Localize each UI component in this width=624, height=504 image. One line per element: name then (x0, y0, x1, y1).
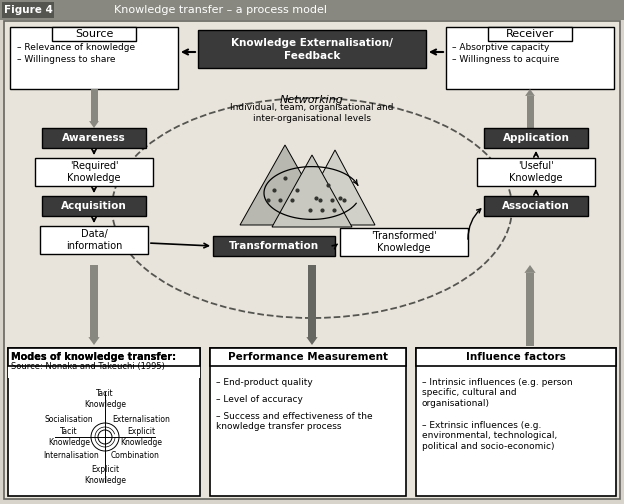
Text: Awareness: Awareness (62, 133, 126, 143)
Bar (308, 265, 316, 338)
Bar (210, 348, 406, 496)
Bar (527, 96, 534, 129)
Bar (2, 2, 54, 18)
Polygon shape (524, 265, 535, 273)
Text: Socialisation: Socialisation (45, 414, 94, 423)
Polygon shape (272, 155, 352, 227)
Text: Application: Application (502, 133, 570, 143)
Text: Internalisation: Internalisation (43, 451, 99, 460)
Text: Transformation: Transformation (229, 241, 319, 251)
Text: – Success and effectiveness of the
knowledge transfer process: – Success and effectiveness of the knowl… (216, 412, 373, 431)
Polygon shape (89, 121, 99, 128)
Bar (340, 228, 468, 256)
Text: Receiver: Receiver (506, 29, 554, 39)
Text: – Level of accuracy: – Level of accuracy (216, 395, 303, 404)
Text: – Absorptive capacity: – Absorptive capacity (452, 43, 549, 52)
Text: Modes of knowledge transfer:: Modes of knowledge transfer: (11, 352, 176, 362)
Bar (210, 348, 406, 366)
Text: Knowledge transfer – a process model: Knowledge transfer – a process model (114, 5, 326, 15)
Text: Source: Source (75, 29, 113, 39)
Bar (484, 128, 588, 148)
Bar (198, 30, 426, 68)
Bar (213, 236, 335, 256)
Bar (416, 348, 616, 366)
Text: Modes of knowledge transfer:: Modes of knowledge transfer: (11, 352, 176, 362)
Bar (35, 158, 153, 186)
Bar (10, 27, 178, 89)
Polygon shape (306, 337, 318, 345)
Bar (8, 348, 200, 378)
Text: Knowledge Externalisation/: Knowledge Externalisation/ (231, 38, 393, 48)
Bar (526, 273, 534, 346)
Text: Performance Measurement: Performance Measurement (228, 352, 388, 362)
Text: Data/
information: Data/ information (66, 229, 122, 251)
Text: – End-product quality: – End-product quality (216, 378, 313, 387)
Polygon shape (525, 89, 535, 96)
Text: 'Transformed'
Knowledge: 'Transformed' Knowledge (371, 231, 437, 253)
Text: Tacit
Knowledge: Tacit Knowledge (48, 427, 90, 447)
Bar (40, 226, 148, 254)
Bar (446, 27, 614, 89)
Polygon shape (89, 337, 100, 345)
Bar (0, 0, 624, 20)
Bar (52, 27, 136, 41)
Text: 'Useful'
Knowledge: 'Useful' Knowledge (509, 161, 563, 183)
Text: Explicit
Knowledge: Explicit Knowledge (120, 427, 162, 447)
Text: Figure 4: Figure 4 (4, 5, 52, 15)
Bar (8, 348, 200, 496)
Text: Feedback: Feedback (284, 51, 340, 61)
Text: – Extrinsic influences (e.g.
environmental, technological,
political and socio-e: – Extrinsic influences (e.g. environment… (422, 421, 557, 451)
Text: – Intrinsic influences (e.g. person
specific, cultural and
organisational): – Intrinsic influences (e.g. person spec… (422, 378, 573, 408)
Text: – Willingness to share: – Willingness to share (17, 55, 115, 65)
Bar (484, 196, 588, 216)
Text: Influence factors: Influence factors (466, 352, 566, 362)
Text: 'Required'
Knowledge: 'Required' Knowledge (67, 161, 121, 183)
Bar (42, 196, 146, 216)
Text: Acquisition: Acquisition (61, 201, 127, 211)
Text: Explicit
Knowledge: Explicit Knowledge (84, 465, 126, 485)
Text: Individual, team, organisational and
inter-organisational levels: Individual, team, organisational and int… (230, 103, 394, 122)
Bar (488, 27, 572, 41)
Polygon shape (240, 145, 330, 225)
Bar (90, 265, 98, 338)
Text: Association: Association (502, 201, 570, 211)
Text: – Relevance of knowledge: – Relevance of knowledge (17, 43, 135, 52)
Bar (8, 348, 200, 366)
Polygon shape (295, 150, 375, 225)
Text: – Willingness to acquire: – Willingness to acquire (452, 55, 559, 65)
Bar (42, 128, 146, 148)
Text: Source: Nonaka and Takeuchi (1995): Source: Nonaka and Takeuchi (1995) (11, 362, 165, 371)
Bar (416, 348, 616, 496)
Bar (90, 89, 97, 122)
Text: Externalisation: Externalisation (112, 414, 170, 423)
Text: Networking: Networking (280, 95, 344, 105)
Text: Combination: Combination (110, 451, 160, 460)
Text: Tacit
Knowledge: Tacit Knowledge (84, 389, 126, 409)
Bar (477, 158, 595, 186)
